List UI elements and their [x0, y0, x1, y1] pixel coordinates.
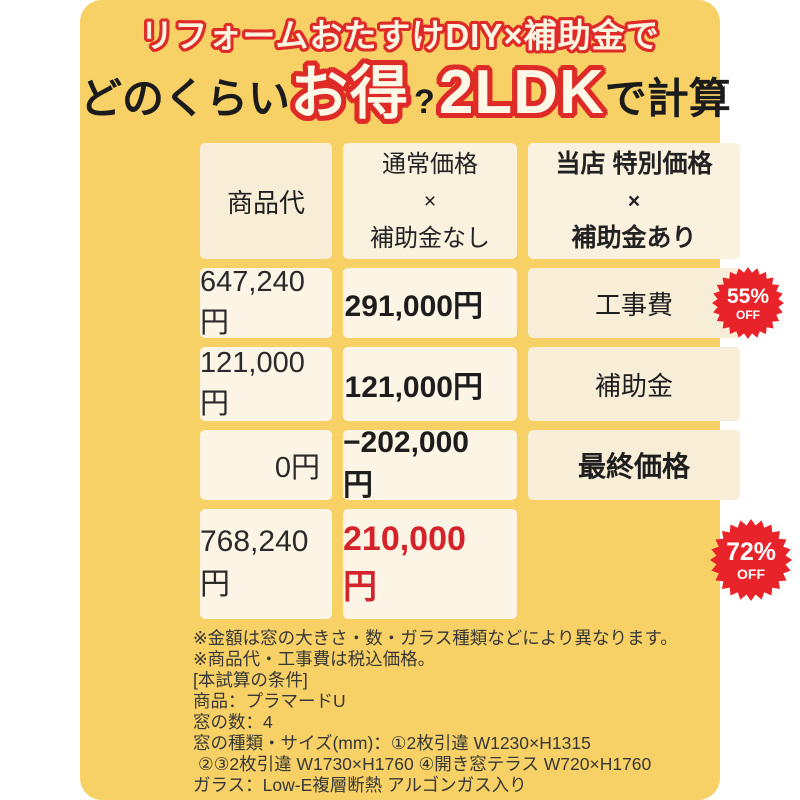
title-suffix: で計算 — [604, 75, 731, 122]
starburst-badge-icon — [712, 267, 784, 339]
discount-percent: 72% — [725, 537, 777, 566]
normal-price-subsidy: 0円 — [200, 430, 332, 500]
discount-off-label: OFF — [737, 565, 765, 582]
footnote-line: 商品：プラマードU — [193, 691, 346, 711]
special-price-construction: 121,000円 — [343, 347, 517, 421]
discount-badge-55-off: 55% OFF — [712, 267, 784, 339]
title-highlight-otoku: お得 — [290, 61, 411, 126]
header-line: 通常価格 — [382, 150, 478, 178]
row-label-final-price: 最終価格 — [528, 430, 740, 500]
title-question-mark: ? — [414, 83, 435, 121]
banner-subtitle: リフォームおたすけDIY×補助金で — [140, 17, 660, 54]
footnote-line: [本試算の条件] — [193, 670, 308, 690]
footnote-line: ※商品代・工事費は税込価格。 — [193, 649, 436, 669]
column-header-normal-price: 通常価格 × 補助金なし — [343, 143, 517, 259]
footnote-line: ガラス：Low-E複層断熱 アルゴンガス入り — [193, 775, 527, 795]
yellow-card: リフォームおたすけDIY×補助金で どのくらいお得 ?2LDKで計算 通常価格 ×… — [80, 0, 792, 800]
banner-title: どのくらいお得 ?2LDKで計算 — [80, 46, 731, 130]
normal-price-construction: 121,000円 — [200, 347, 332, 421]
header-line: 補助金なし — [370, 224, 490, 252]
special-price-final: 210,000円 — [343, 509, 517, 619]
row-label-product-cost: 商品代 — [200, 143, 332, 259]
special-price-subsidy: −202,000円 — [343, 426, 517, 502]
column-header-special-price: 当店 特別価格 × 補助金あり — [528, 143, 740, 259]
header-line: 補助金あり — [571, 223, 697, 252]
multiply-icon: × — [423, 189, 437, 213]
discount-percent: 55% — [726, 284, 770, 308]
header-line: 当店 特別価格 — [555, 149, 713, 178]
footnote-line: 窓の種類・サイズ(mm)：①2枚引違 W1230×H1315 — [193, 733, 591, 753]
footnote-line: ②③2枚引違 W1730×H1760 ④開き窓テラス W720×H1760 — [198, 754, 652, 774]
special-price-product: 291,000円 — [343, 268, 517, 338]
title-prefix: どのくらい — [80, 75, 291, 122]
row-label-construction-cost: 工事費 — [528, 268, 740, 338]
discount-off-label: OFF — [736, 307, 760, 322]
multiply-icon: × — [627, 189, 641, 213]
normal-price-product: 647,240円 — [200, 266, 332, 339]
normal-price-final: 768,240円 — [200, 509, 332, 619]
row-label-subsidy: 補助金 — [528, 347, 740, 421]
discount-badge-72-off: 72% OFF — [710, 519, 792, 601]
title-highlight-2ldk: 2LDK — [438, 58, 605, 127]
footnote-line: ※金額は窓の大きさ・数・ガラス種類などにより異なります。 — [193, 628, 678, 648]
starburst-badge-icon — [710, 519, 792, 601]
footnotes: ※金額は窓の大きさ・数・ガラス種類などにより異なります。 ※商品代・工事費は税込… — [193, 628, 793, 796]
price-comparison-table: 通常価格 × 補助金なし 当店 特別価格 × 補助金あり 商品代 647,240… — [200, 143, 792, 619]
footnote-line: 窓の数：4 — [193, 712, 273, 732]
